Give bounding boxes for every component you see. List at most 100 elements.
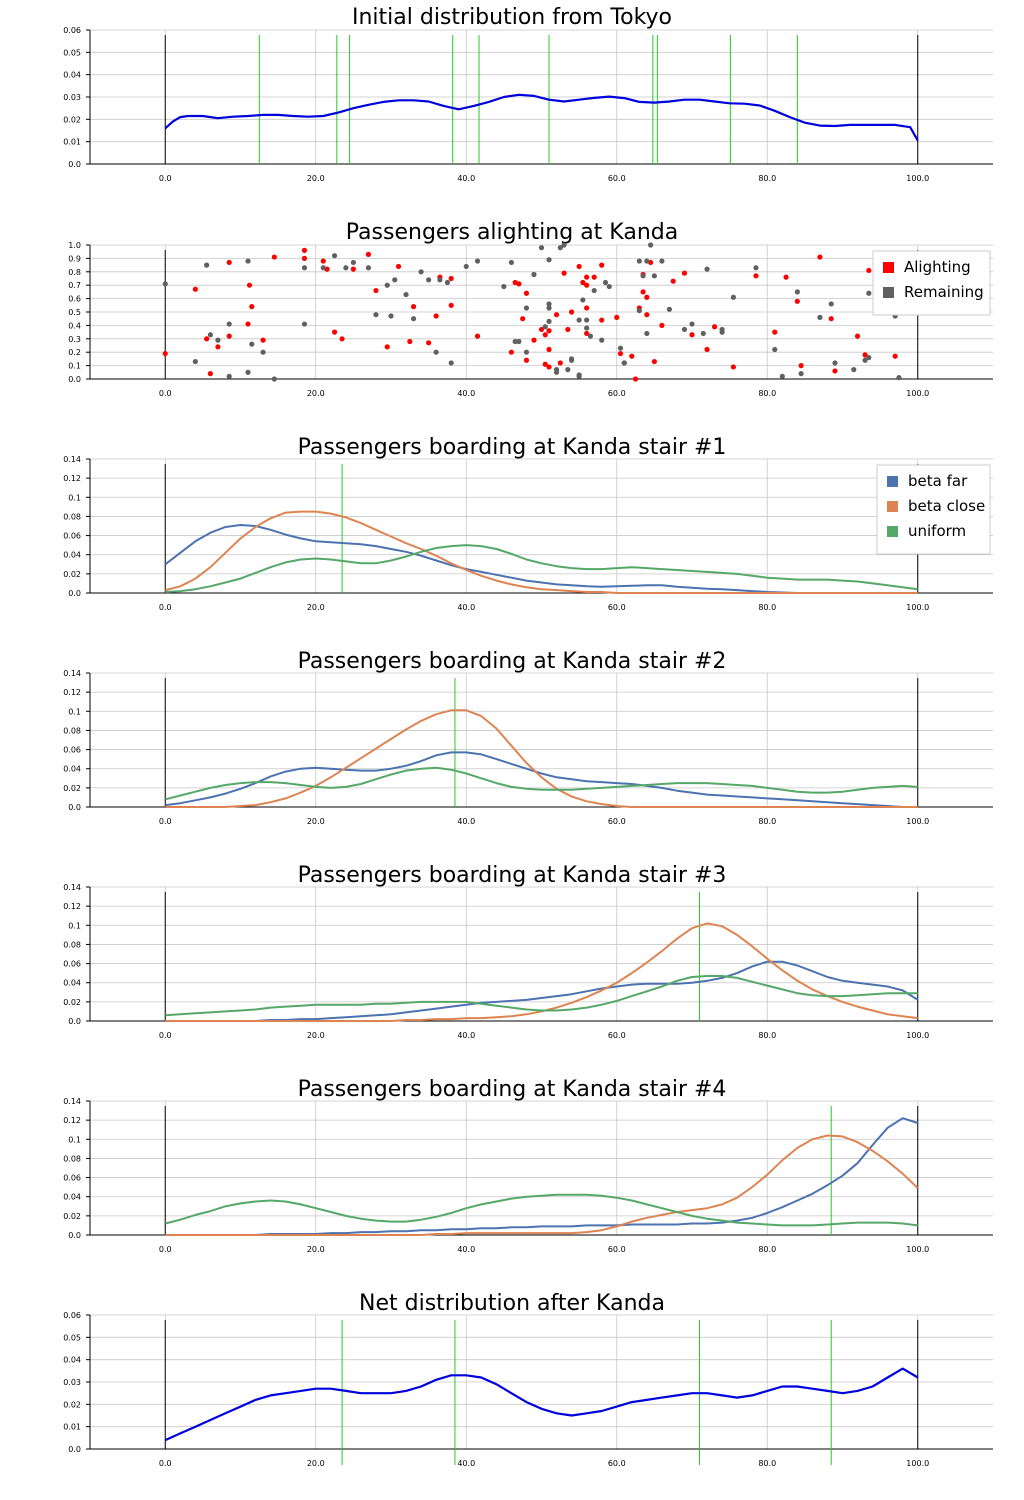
scatter-point-alighting bbox=[689, 332, 695, 338]
y-tick-label: 0.01 bbox=[63, 138, 81, 147]
x-tick-label: 60.0 bbox=[608, 1459, 626, 1468]
scatter-point-alighting bbox=[730, 364, 736, 370]
scatter-point-alighting bbox=[448, 275, 454, 282]
scatter-point-alighting bbox=[651, 358, 657, 365]
x-tick-label: 100.0 bbox=[906, 603, 929, 612]
x-tick-label: 60.0 bbox=[608, 603, 626, 612]
y-tick-label: 0.5 bbox=[68, 308, 81, 317]
x-tick-label: 0.0 bbox=[159, 389, 172, 398]
scatter-point-alighting bbox=[599, 262, 605, 268]
scatter-point-remaining bbox=[719, 326, 725, 333]
y-tick-label: 0.0 bbox=[68, 1017, 81, 1026]
scatter-point-remaining bbox=[531, 271, 537, 278]
scatter-point-remaining bbox=[557, 245, 563, 251]
series-line-uniform bbox=[165, 1193, 918, 1227]
scatter-point-alighting bbox=[301, 247, 308, 253]
scatter-point-alighting bbox=[817, 254, 823, 260]
scatter-point-alighting bbox=[753, 273, 759, 279]
scatter-point-alighting bbox=[569, 309, 575, 315]
scatter-point-remaining bbox=[226, 321, 232, 327]
y-tick-label: 0.3 bbox=[68, 335, 81, 344]
scatter-point-remaining bbox=[331, 253, 338, 259]
scatter-point-remaining bbox=[410, 316, 417, 322]
scatter-point-alighting bbox=[584, 274, 590, 280]
scatter-point-alighting bbox=[617, 350, 624, 357]
scatter-point-remaining bbox=[523, 349, 530, 355]
y-tick-label: 0.03 bbox=[63, 1378, 81, 1387]
scatter-point-alighting bbox=[832, 368, 838, 374]
x-tick-label: 80.0 bbox=[758, 1245, 776, 1254]
scatter-point-alighting bbox=[226, 259, 232, 266]
x-tick-label: 20.0 bbox=[307, 174, 325, 183]
x-tick-label: 80.0 bbox=[758, 389, 776, 398]
scatter-point-alighting bbox=[395, 263, 402, 270]
scatter-point-remaining bbox=[418, 269, 424, 275]
y-tick-label: 0.0 bbox=[68, 1445, 81, 1454]
y-tick-label: 0.12 bbox=[63, 902, 81, 911]
scatter-point-remaining bbox=[320, 265, 326, 271]
scatter-point-remaining bbox=[587, 333, 594, 339]
legend-swatch bbox=[883, 262, 894, 273]
y-tick-label: 0.06 bbox=[63, 960, 81, 969]
x-tick-label: 0.0 bbox=[159, 1245, 172, 1254]
scatter-point-alighting bbox=[704, 346, 710, 353]
x-tick-label: 0.0 bbox=[159, 174, 172, 183]
x-tick-label: 100.0 bbox=[906, 174, 929, 183]
series-line-uniform bbox=[165, 544, 918, 593]
legend-swatch bbox=[887, 526, 898, 537]
scatter-point-remaining bbox=[207, 332, 213, 338]
scatter-point-remaining bbox=[403, 291, 409, 298]
x-tick-label: 100.0 bbox=[906, 817, 929, 826]
x-tick-label: 0.0 bbox=[159, 603, 172, 612]
scatter-point-alighting bbox=[584, 282, 590, 288]
scatter-point-alighting bbox=[892, 353, 898, 359]
y-tick-label: 0.02 bbox=[63, 784, 81, 793]
y-tick-label: 0.06 bbox=[63, 26, 81, 35]
scatter-point-remaining bbox=[226, 373, 232, 379]
scatter-point-alighting bbox=[798, 363, 804, 369]
scatter-point-alighting bbox=[339, 336, 345, 342]
scatter-point-alighting bbox=[640, 289, 646, 295]
scatter-point-alighting bbox=[207, 371, 213, 377]
y-tick-label: 0.05 bbox=[63, 1333, 81, 1342]
scatter-point-remaining bbox=[640, 273, 646, 279]
scatter-point-remaining bbox=[538, 245, 545, 251]
y-tick-label: 0.1 bbox=[68, 921, 81, 930]
y-tick-label: 0.06 bbox=[63, 1311, 81, 1320]
scatter-point-alighting bbox=[542, 361, 548, 367]
scatter-point-alighting bbox=[553, 312, 560, 318]
scatter-point-alighting bbox=[474, 333, 481, 339]
scatter-point-alighting bbox=[162, 350, 168, 357]
chart-panel-5: Passengers boarding at Kanda stair #3 0.0… bbox=[63, 863, 993, 1040]
scatter-point-alighting bbox=[301, 255, 308, 261]
scatter-point-alighting bbox=[433, 313, 439, 319]
scatter-point-alighting bbox=[520, 316, 526, 322]
legend-swatch bbox=[887, 501, 898, 512]
scatter-point-remaining bbox=[602, 279, 609, 286]
scatter-point-remaining bbox=[565, 367, 571, 373]
scatter-point-remaining bbox=[617, 345, 624, 351]
scatter-point-alighting bbox=[681, 270, 688, 276]
x-tick-label: 0.0 bbox=[159, 817, 172, 826]
scatter-point-remaining bbox=[866, 354, 872, 361]
scatter-point-alighting bbox=[599, 317, 605, 323]
scatter-point-alighting bbox=[561, 270, 567, 276]
chart-panel-2: Passengers alighting at Kanda 0.0 0.1 0.2 0.… bbox=[68, 220, 993, 398]
scatter-point-remaining bbox=[260, 349, 266, 355]
scatter-point-remaining bbox=[580, 297, 586, 303]
scatter-point-alighting bbox=[862, 352, 868, 358]
scatter-point-alighting bbox=[410, 304, 417, 310]
scatter-point-alighting bbox=[565, 326, 571, 333]
scatter-point-alighting bbox=[546, 328, 552, 334]
scatter-point-remaining bbox=[730, 294, 736, 300]
scatter-point-remaining bbox=[474, 258, 481, 264]
series-line-beta-far bbox=[165, 960, 919, 1022]
y-tick-label: 0.9 bbox=[68, 254, 81, 263]
scatter-point-remaining bbox=[546, 305, 552, 311]
scatter-point-alighting bbox=[542, 332, 548, 338]
y-tick-label: 0.0 bbox=[68, 589, 81, 598]
y-tick-label: 0.04 bbox=[63, 979, 81, 988]
scatter-point-remaining bbox=[204, 262, 210, 268]
x-tick-label: 0.0 bbox=[159, 1031, 172, 1040]
scatter-point-remaining bbox=[162, 281, 168, 287]
